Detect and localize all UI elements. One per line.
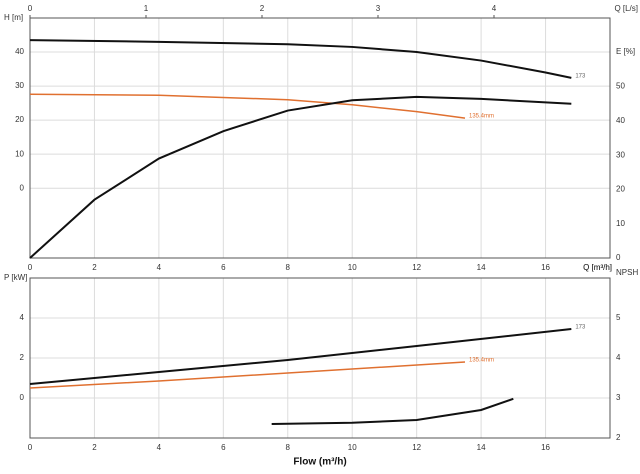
curve [29, 361, 466, 389]
curve [29, 95, 572, 259]
y2-axis-label: E [%] [616, 47, 635, 56]
x-tick-label: 8 [286, 443, 291, 452]
y2-tick-label: 40 [616, 116, 625, 125]
x2-tick-label: 0 [28, 4, 33, 13]
y-tick-label: 2 [20, 353, 25, 362]
y2-tick-label: 20 [616, 185, 625, 194]
y2-tick-label: 30 [616, 150, 625, 159]
x-axis-label: Q [m³/h] [583, 263, 612, 272]
x-tick-label: 10 [348, 263, 357, 272]
y2-tick-label: 50 [616, 82, 625, 91]
curve [29, 328, 572, 385]
x2-axis-label: Q [L/s] [614, 4, 638, 13]
y2-tick-label: 5 [616, 313, 621, 322]
x-tick-label: 6 [221, 263, 226, 272]
y-tick-label: 0 [20, 183, 25, 192]
y-tick-label: 30 [15, 81, 24, 90]
x-tick-label: 4 [157, 443, 162, 452]
x2-tick-label: 2 [260, 4, 265, 13]
y-tick-label: 0 [20, 393, 25, 402]
y-axis-label: H [m] [4, 13, 23, 22]
x-axis-label: Flow (m³/h) [293, 457, 346, 468]
x-tick-label: 12 [412, 443, 421, 452]
y2-axis-label: NPSH [616, 268, 638, 277]
y-tick-label: 20 [15, 115, 24, 124]
y2-tick-label: 3 [616, 393, 621, 402]
x-tick-label: 12 [412, 263, 421, 272]
x-tick-label: 14 [477, 443, 486, 452]
x2-tick-label: 1 [144, 4, 149, 13]
curve-label: 173 [575, 325, 586, 331]
x2-tick-label: 3 [376, 4, 381, 13]
x-tick-label: 2 [92, 443, 97, 452]
x-tick-label: 0 [28, 443, 33, 452]
curve-label: 173 [575, 73, 586, 79]
curve-label: 135.4mm [469, 114, 494, 120]
curve-label: 135.4mm [469, 358, 494, 364]
y2-tick-label: 2 [616, 433, 621, 442]
x-tick-label: 2 [92, 263, 97, 272]
y2-tick-label: 0 [616, 253, 621, 262]
x-tick-label: 6 [221, 443, 226, 452]
x-tick-label: 16 [541, 443, 550, 452]
x2-axis-label: Q [m³/h] [583, 263, 612, 272]
x-tick-label: 16 [541, 263, 550, 272]
plot-frame [29, 17, 611, 259]
x2-tick-label: 4 [492, 4, 497, 13]
plot-frame [29, 277, 611, 439]
curve [271, 397, 514, 425]
y2-tick-label: 10 [616, 219, 625, 228]
x-tick-label: 4 [157, 263, 162, 272]
x-tick-label: 0 [28, 263, 33, 272]
y-tick-label: 40 [15, 47, 24, 56]
y-tick-label: 10 [15, 149, 24, 158]
x-tick-label: 14 [477, 263, 486, 272]
x-tick-label: 8 [286, 263, 291, 272]
x-tick-label: 10 [348, 443, 357, 452]
y-tick-label: 4 [20, 313, 25, 322]
y-axis-label: P [kW] [4, 273, 27, 282]
curve [29, 39, 572, 79]
y2-tick-label: 4 [616, 353, 621, 362]
curve [29, 93, 466, 119]
